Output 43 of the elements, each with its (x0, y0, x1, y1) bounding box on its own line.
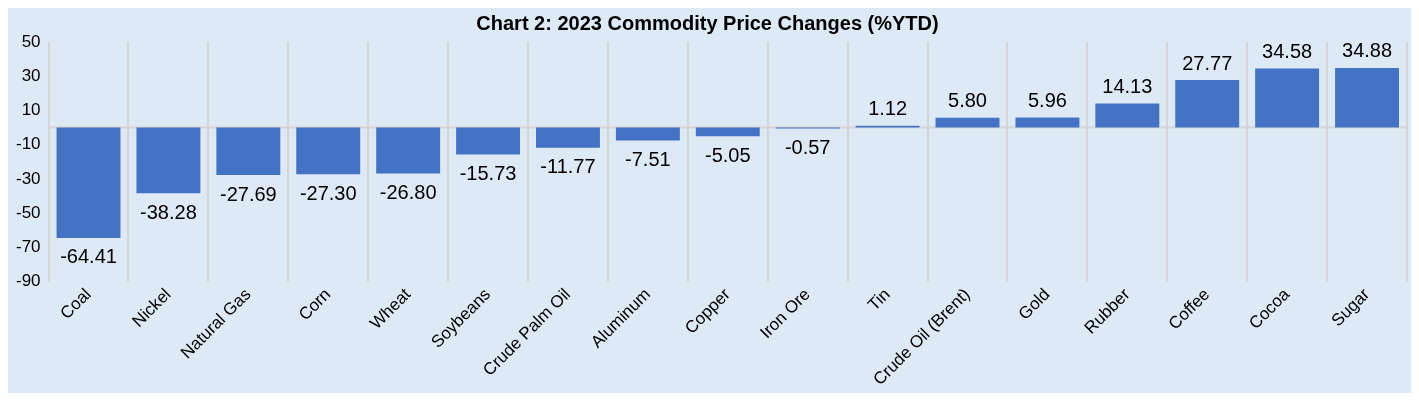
data-label: -7.51 (625, 147, 671, 170)
data-label: -64.41 (60, 245, 117, 268)
y-tick-label: 10 (21, 100, 41, 120)
data-label: -0.57 (784, 136, 831, 159)
bar (1015, 117, 1080, 128)
data-label: -15.73 (459, 162, 517, 185)
bar (615, 127, 680, 141)
bar (56, 127, 121, 238)
x-tick-label: Iron Ore (756, 284, 814, 343)
bar (695, 127, 760, 137)
y-tick-label: -90 (15, 271, 41, 291)
bar (376, 127, 441, 174)
bar (1255, 68, 1320, 128)
bar (136, 127, 201, 194)
data-label: 27.77 (1182, 51, 1233, 74)
x-tick-label: Tin (864, 284, 894, 315)
y-tick-label: -30 (15, 168, 41, 188)
chart-title: Chart 2: 2023 Commodity Price Changes (%YTD) (476, 11, 939, 34)
y-tick-label: -50 (15, 202, 41, 222)
bar (536, 127, 600, 148)
y-tick-label: 30 (21, 65, 41, 85)
bar (296, 127, 361, 175)
bar (216, 127, 281, 176)
data-label: 5.80 (948, 89, 987, 112)
bar (1175, 80, 1240, 128)
bar (1335, 67, 1400, 128)
bar (935, 117, 1000, 128)
data-label: -38.28 (140, 200, 197, 223)
data-label: 34.58 (1262, 39, 1313, 62)
data-label: 5.96 (1027, 88, 1067, 111)
data-label: -26.80 (379, 181, 437, 204)
bar (456, 127, 521, 155)
data-label: 1.12 (868, 97, 908, 120)
data-label: 14.13 (1102, 74, 1153, 97)
data-label: -27.69 (219, 182, 277, 205)
y-tick-label: -70 (15, 237, 41, 257)
data-label: -27.30 (299, 181, 357, 204)
data-label: -11.77 (540, 155, 596, 178)
bar (1095, 103, 1160, 128)
data-label: -5.05 (704, 143, 751, 166)
data-label: 34.88 (1342, 39, 1393, 62)
y-tick-label: 50 (21, 31, 41, 51)
y-tick-label: -10 (15, 134, 41, 154)
